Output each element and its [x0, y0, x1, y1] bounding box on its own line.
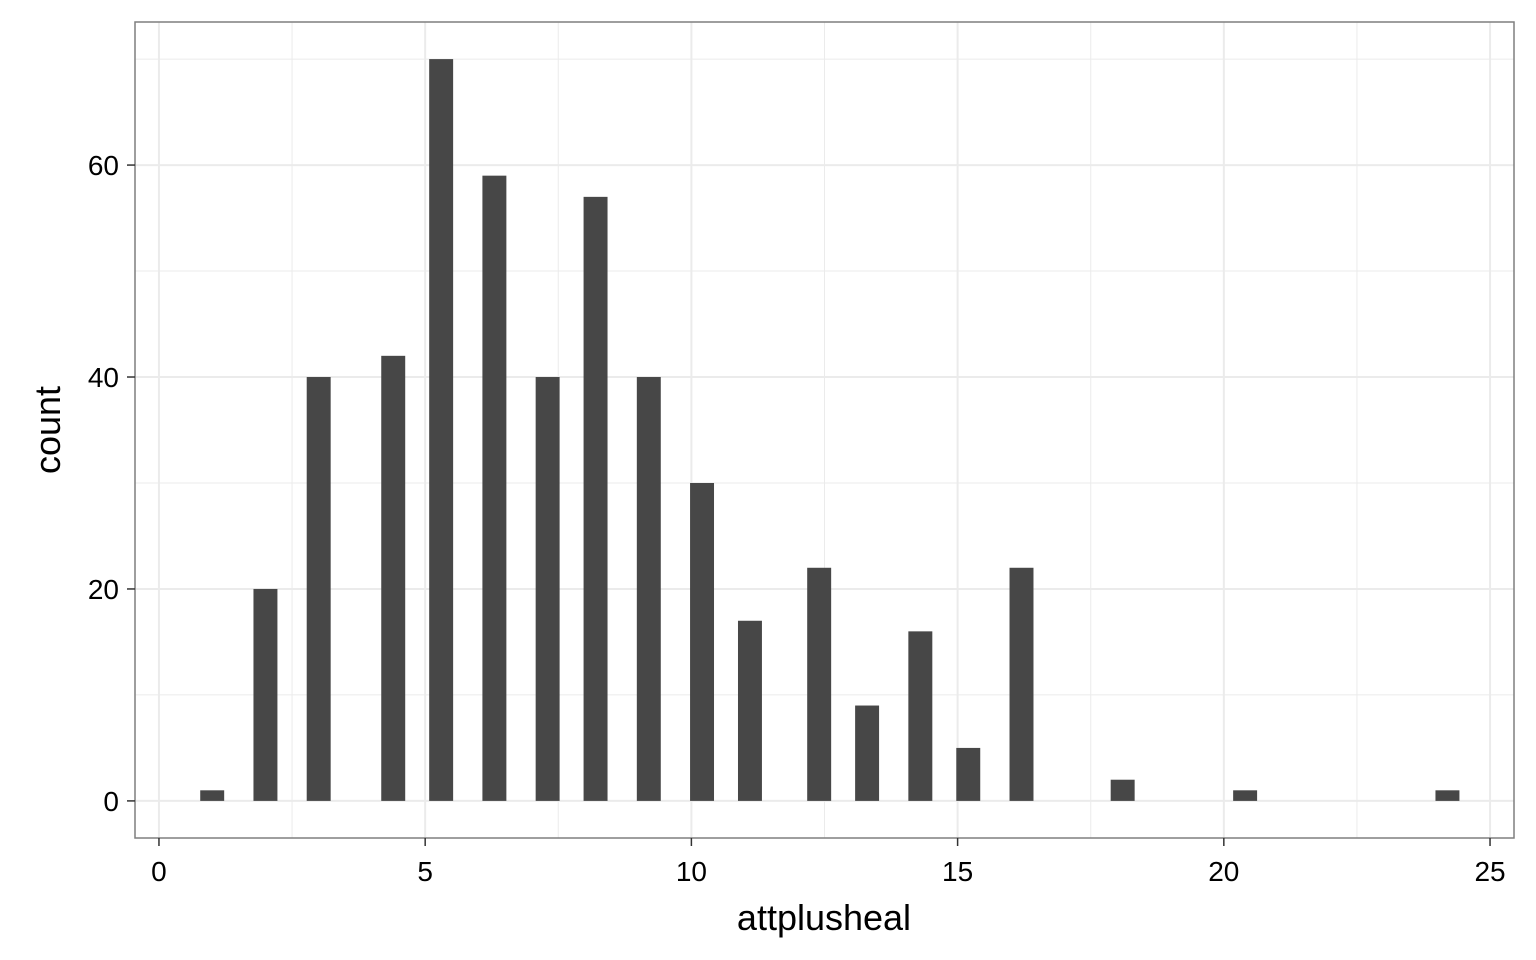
bar — [200, 790, 225, 801]
y-tick-label: 0 — [103, 786, 119, 817]
bar — [429, 59, 454, 801]
bar — [1233, 790, 1258, 801]
y-axis-title: count — [27, 386, 68, 474]
bar — [482, 175, 507, 801]
bar — [1435, 790, 1460, 801]
bar — [583, 196, 608, 801]
bar — [737, 620, 762, 801]
bar — [1009, 567, 1034, 801]
bar — [306, 377, 331, 801]
x-tick-label: 20 — [1208, 856, 1239, 887]
bar — [956, 747, 981, 801]
x-tick-label: 15 — [942, 856, 973, 887]
x-axis-ticks: 0 5 10 15 20 25 — [151, 838, 1506, 887]
x-tick-label: 25 — [1474, 856, 1505, 887]
bar — [855, 705, 880, 801]
x-tick-label: 5 — [417, 856, 433, 887]
y-tick-label: 40 — [88, 362, 119, 393]
y-axis-ticks: 0 20 40 60 — [88, 150, 135, 817]
bar — [535, 377, 560, 801]
x-tick-label: 10 — [676, 856, 707, 887]
y-tick-label: 20 — [88, 574, 119, 605]
panel-border — [134, 21, 1515, 839]
bars — [200, 59, 1460, 801]
grid-major — [135, 22, 1514, 838]
bar — [381, 355, 406, 801]
x-axis-title: attplusheal — [737, 897, 911, 938]
bar — [807, 567, 832, 801]
x-tick-label: 0 — [151, 856, 167, 887]
bar — [636, 377, 661, 801]
y-tick-label: 60 — [88, 150, 119, 181]
bar — [253, 588, 278, 801]
bar — [1110, 779, 1135, 801]
bar — [908, 631, 933, 801]
bar — [690, 482, 715, 801]
